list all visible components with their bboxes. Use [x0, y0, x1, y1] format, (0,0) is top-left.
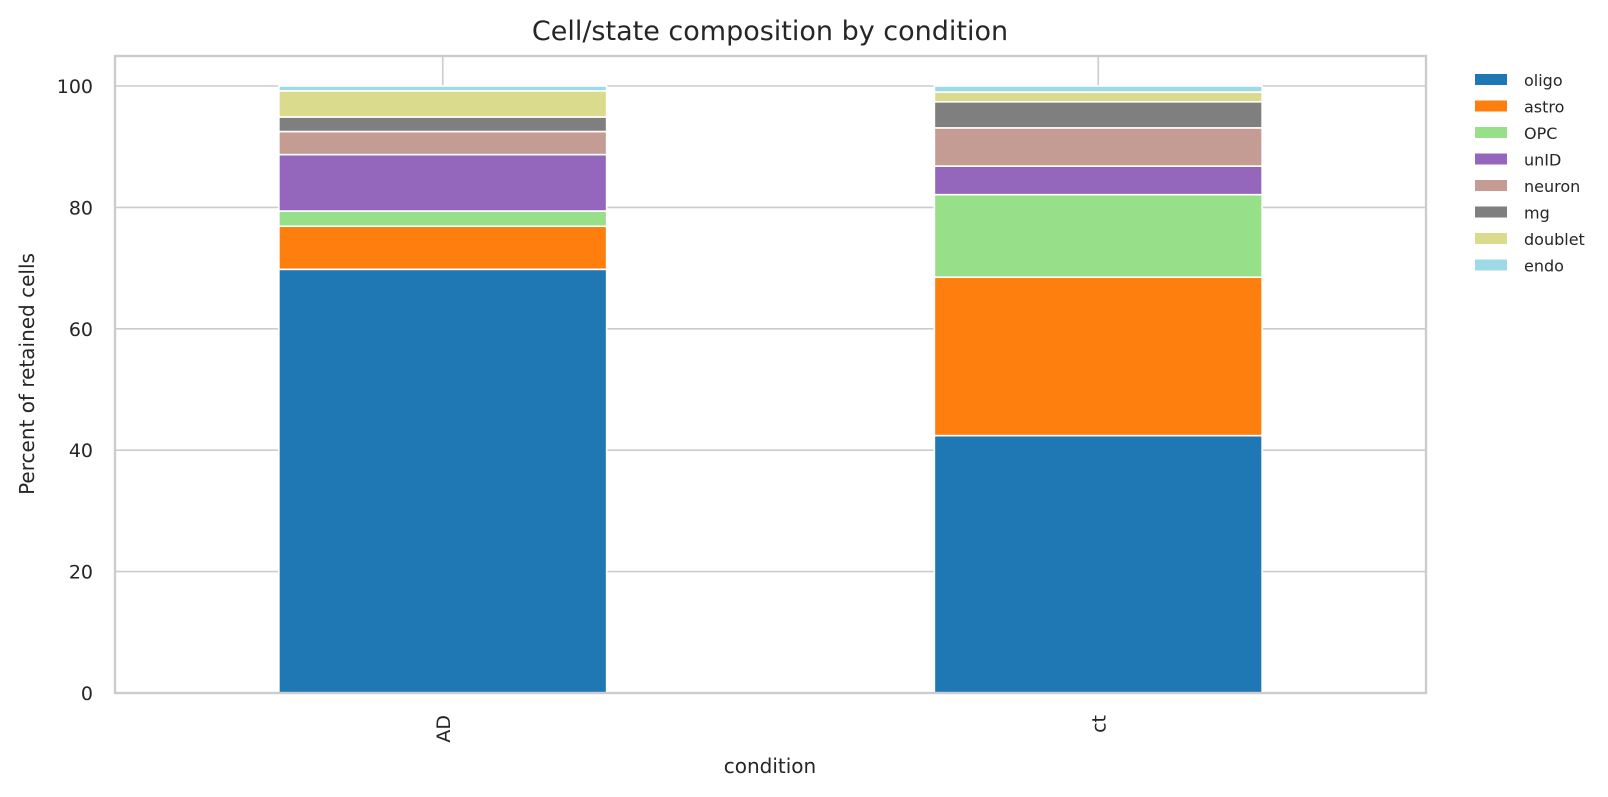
x-tick-label: ct	[1088, 715, 1110, 733]
bar-segment-endo-ct	[933, 85, 1263, 93]
y-tick-label: 60	[69, 319, 93, 341]
y-axis-label: Percent of retained cells	[15, 253, 39, 495]
bar-segment-mg-ct	[933, 100, 1263, 129]
bar-segment-OPC-AD	[278, 210, 608, 228]
y-tick-label: 100	[57, 76, 93, 98]
legend-swatch-unID	[1475, 153, 1507, 165]
bar-segment-doublet-AD	[278, 90, 608, 118]
legend-label-mg: mg	[1524, 204, 1550, 223]
legend-label-unID: unID	[1524, 151, 1561, 170]
y-axis-ticks: 0 20 40 60 80 100	[57, 76, 93, 705]
bar-segment-endo-AD	[278, 85, 608, 92]
plot-frame	[113, 54, 1428, 695]
legend-swatch-neuron	[1475, 180, 1507, 191]
bar-segment-oligo-AD	[278, 268, 608, 694]
bar-segment-oligo-ct	[933, 434, 1263, 694]
bar-segment-astro-ct	[933, 276, 1263, 437]
bar-segment-unID-AD	[278, 153, 608, 212]
legend-swatch-mg	[1475, 206, 1507, 218]
bar-segment-doublet-ct	[933, 91, 1263, 103]
legend-label-oligo: oligo	[1524, 71, 1563, 90]
x-axis-ticks: AD ct	[433, 715, 1111, 743]
y-tick-label: 0	[81, 683, 93, 705]
legend-swatch-astro	[1475, 100, 1507, 112]
y-tick-label: 40	[69, 440, 93, 462]
y-tick-label: 80	[69, 197, 93, 219]
legend-label-doublet: doublet	[1524, 230, 1585, 249]
legend-label-endo: endo	[1524, 257, 1564, 276]
legend-label-astro: astro	[1524, 98, 1564, 117]
legend-swatch-OPC	[1475, 127, 1507, 138]
bar-segment-astro-AD	[278, 225, 608, 271]
x-tick-label: AD	[433, 715, 455, 743]
legend-swatch-doublet	[1475, 233, 1507, 244]
bar-segment-OPC-ct	[933, 193, 1263, 279]
bar-segment-neuron-ct	[933, 127, 1263, 167]
bar-segment-mg-AD	[278, 116, 608, 133]
x-axis-label: condition	[724, 754, 816, 778]
y-tick-label: 20	[69, 562, 93, 584]
bar-segment-neuron-AD	[278, 130, 608, 156]
legend-label-neuron: neuron	[1524, 177, 1580, 196]
chart-title: Cell/state composition by condition	[532, 16, 1008, 47]
bar-segment-unID-ct	[933, 165, 1263, 196]
legend-label-OPC: OPC	[1524, 124, 1557, 143]
legend-swatch-endo	[1475, 259, 1507, 271]
legend: oligo astro OPC unID neuron mg doublet endo	[1475, 71, 1585, 276]
legend-swatch-oligo	[1475, 74, 1507, 85]
bars	[278, 85, 1263, 694]
